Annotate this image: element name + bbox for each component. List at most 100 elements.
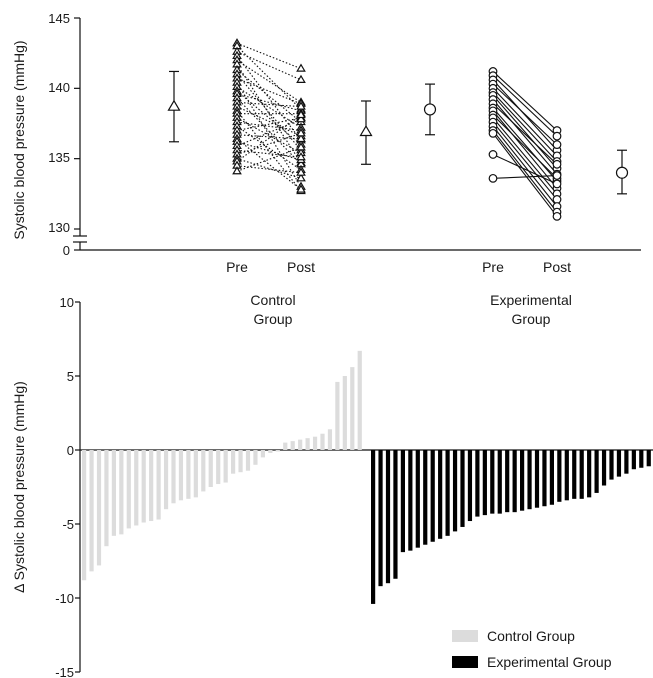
post-point [552, 171, 562, 180]
pre-mean-marker [423, 103, 437, 116]
legend: Control Group Experimental Group [452, 628, 612, 670]
experimental-bar [527, 450, 532, 510]
bottom-y-tick-label: 5 [67, 369, 74, 384]
experimental-bar [415, 450, 420, 548]
control-bar [335, 381, 340, 450]
control-bar [149, 450, 154, 522]
paired-line [236, 42, 302, 70]
experimental-bar [452, 450, 458, 532]
post-point [296, 128, 306, 137]
top-y-tick-label: 145 [48, 11, 70, 26]
post-point [296, 152, 306, 161]
post-point [296, 114, 306, 123]
legend-swatch-experimental [452, 656, 478, 668]
post-point [296, 142, 306, 151]
control-bar [253, 450, 258, 465]
post-point [296, 74, 306, 83]
paired-line [236, 117, 302, 132]
control-bar [312, 436, 318, 450]
paired-line [236, 51, 302, 81]
experimental-bar [475, 450, 480, 517]
paired-line [492, 95, 558, 169]
bottom-y-tick-label: -10 [55, 591, 74, 606]
pre-point [488, 173, 498, 183]
control-bar [163, 450, 169, 510]
experimental-bar [371, 450, 376, 604]
experimental-bar [482, 450, 487, 516]
paired-line [492, 99, 558, 175]
control-bar [320, 433, 325, 450]
experimental-bar [490, 450, 495, 514]
pre-mean-marker [167, 99, 181, 111]
paired-line [236, 114, 302, 162]
control-bar [119, 450, 124, 535]
control-bar [178, 450, 184, 501]
experimental-bar [505, 450, 510, 513]
paired-line [492, 107, 558, 182]
control-bar [193, 450, 198, 498]
bottom-y-axis-title: Δ Systolic blood pressure (mmHg) [11, 381, 27, 593]
paired-line [492, 133, 558, 217]
experimental-bar [639, 450, 644, 468]
experimental-bar [460, 450, 465, 527]
post-point [552, 179, 562, 189]
paired-line [492, 174, 558, 179]
x-label-post: Post [287, 259, 315, 275]
x-label-pre: Pre [482, 259, 504, 275]
experimental-bar [609, 450, 614, 480]
paired-line [236, 97, 302, 165]
group-label-experimental: Group [512, 311, 551, 327]
top-y-tick-label: 0 [63, 243, 70, 258]
control-bar [268, 450, 273, 453]
experimental-bar [378, 450, 383, 587]
bottom-y-tick-label: -15 [55, 665, 74, 678]
control-bar [283, 442, 288, 450]
group-label-control: Group [254, 311, 293, 327]
experimental-bar [430, 450, 435, 542]
post-point [552, 140, 562, 150]
paired-line [236, 125, 302, 171]
pre-point [488, 128, 498, 138]
bottom-y-tick-label: 0 [67, 443, 74, 458]
paired-line [492, 110, 558, 189]
paired-line [236, 118, 302, 147]
post-point [296, 167, 306, 176]
control-bar [134, 450, 139, 526]
post-point [552, 211, 562, 221]
post-point [296, 133, 306, 143]
control-bar [186, 450, 191, 499]
legend-label-control: Control Group [487, 628, 575, 644]
experimental-bar [579, 450, 584, 499]
x-label-pre: Pre [226, 259, 248, 275]
control-bar [357, 350, 362, 450]
legend-label-experimental: Experimental Group [487, 654, 612, 670]
delta-bp-chart: 10 5 0 -5 -10 -15 Δ Systolic blood press… [11, 295, 653, 678]
experimental-bar [408, 450, 413, 551]
experimental-bar [520, 450, 525, 511]
control-bar [126, 450, 131, 529]
control-bar [156, 450, 161, 520]
x-label-post: Post [543, 259, 571, 275]
control-bar [275, 450, 280, 452]
post-point [296, 63, 306, 72]
experimental-bar [646, 450, 651, 467]
control-bar [141, 450, 146, 523]
paired-line [492, 114, 558, 179]
paired-line [236, 141, 302, 161]
paired-line [236, 101, 302, 108]
paired-line [236, 132, 302, 155]
control-bar [298, 439, 303, 450]
pre-point [232, 166, 242, 175]
experimental-bar [549, 450, 554, 505]
experimental-bar [512, 450, 517, 513]
paired-line [236, 73, 302, 151]
paired-line [492, 87, 558, 157]
group-label-control: Control [250, 292, 295, 308]
paired-line [236, 77, 302, 105]
paired-line [492, 92, 558, 162]
post-point [296, 184, 306, 193]
control-bar [208, 450, 213, 487]
experimental-bar [587, 450, 592, 498]
experimental-bar [631, 450, 636, 470]
control-bar [342, 376, 347, 450]
